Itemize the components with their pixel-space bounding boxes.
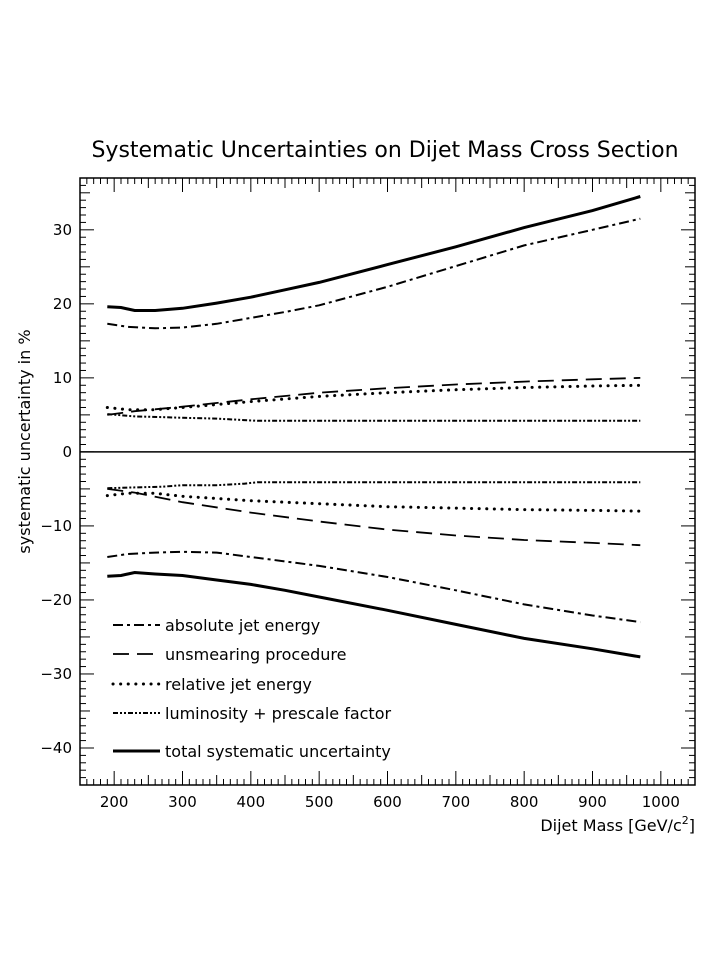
x-axis-label-main: Dijet Mass [GeV/c (540, 816, 681, 835)
y-axis-label: systematic uncertainty in % (15, 329, 34, 553)
legend-label: unsmearing procedure (165, 645, 346, 664)
y-tick-label: −30 (40, 665, 72, 683)
x-tick-label: 400 (237, 793, 266, 811)
series-line-1-upper (107, 377, 641, 416)
x-axis-label: Dijet Mass [GeV/c2] (540, 814, 695, 835)
legend-label: luminosity + prescale factor (165, 704, 391, 723)
x-tick-label: 900 (578, 793, 607, 811)
x-axis-label-tail: ] (689, 816, 695, 835)
series-line-4-lower (107, 570, 641, 659)
legend-label: relative jet energy (165, 675, 312, 694)
series-layer (105, 195, 642, 659)
legend-label: total systematic uncertainty (165, 742, 391, 761)
x-tick-label: 200 (100, 793, 129, 811)
x-axis-label-superscript: 2 (682, 814, 689, 827)
legend-label: absolute jet energy (165, 616, 320, 635)
y-tick-label: −20 (40, 591, 72, 609)
x-tick-label: 800 (510, 793, 539, 811)
x-tick-label: 500 (305, 793, 334, 811)
series-line-1-lower (107, 488, 641, 547)
x-tick-label: 300 (168, 793, 197, 811)
y-tick-label: −40 (40, 739, 72, 757)
series-line-2-lower (105, 491, 642, 513)
series-line-0-lower (107, 550, 641, 624)
series-line-4-upper (107, 195, 641, 312)
x-tick-label: 700 (442, 793, 471, 811)
x-tick-label: 1000 (642, 793, 680, 811)
y-tick-label: 30 (53, 221, 72, 239)
axis-ticks: 200 300 400 500 600 700 800 900 1000−40−30−20−10… (40, 177, 696, 811)
series-line-0-upper (107, 217, 641, 330)
y-tick-label: −10 (40, 517, 72, 535)
chart-title: Systematic Uncertainties on Dijet Mass C… (91, 138, 678, 163)
x-tick-label: 600 (373, 793, 402, 811)
y-tick-label: 10 (53, 369, 72, 387)
series-line-3-lower (107, 481, 641, 490)
series-line-2-upper (105, 383, 642, 412)
series-line-3-upper (107, 413, 641, 422)
y-tick-label: 20 (53, 295, 72, 313)
legend: absolute jet energy unsmearing procedure r… (111, 616, 391, 761)
y-tick-label: 0 (62, 443, 72, 461)
